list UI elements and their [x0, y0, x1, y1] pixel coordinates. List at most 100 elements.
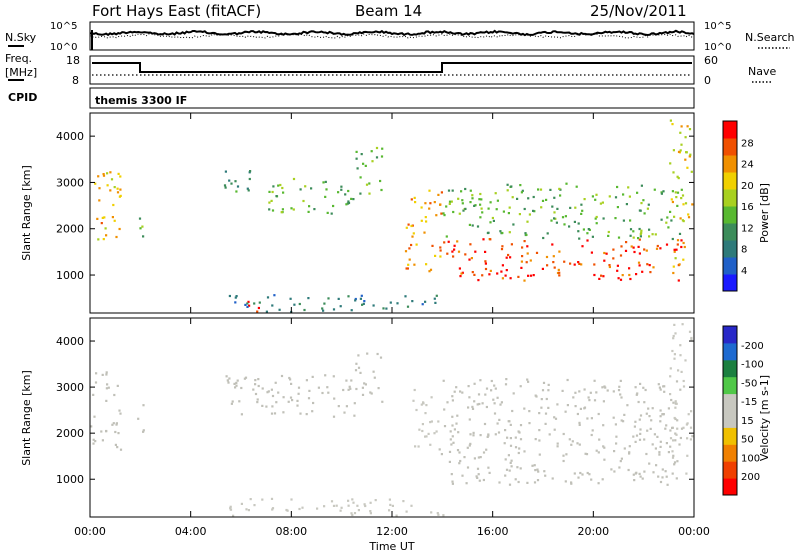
beam-label: Beam 14 — [355, 2, 422, 20]
power-colorbar-swatch — [723, 189, 737, 207]
power-cell — [253, 302, 256, 305]
power-cell — [621, 274, 624, 277]
velocity-cell — [105, 371, 108, 374]
power-cell — [520, 260, 523, 263]
velocity-cell — [456, 449, 460, 452]
power-cell — [575, 185, 578, 188]
velocity-colorbar-label: Velocity [m s-1] — [758, 375, 771, 461]
power-cell — [407, 263, 410, 266]
power-cell — [423, 231, 426, 234]
velocity-cell — [664, 427, 667, 430]
velocity-cell — [519, 467, 522, 470]
power-cell — [563, 223, 566, 226]
velocity-cell — [459, 459, 462, 463]
power-cell — [424, 202, 427, 205]
power-cell — [111, 216, 114, 219]
power-cell — [435, 294, 438, 297]
power-cell — [581, 209, 584, 212]
velocity-cell — [504, 383, 508, 386]
power-cell — [102, 173, 105, 176]
power-cell — [690, 170, 693, 173]
velocity-cell — [457, 431, 460, 434]
velocity-cell — [113, 393, 116, 397]
power-cell — [542, 236, 545, 240]
power-cell — [502, 210, 505, 213]
velocity-cell — [512, 392, 515, 395]
velocity-cell — [669, 393, 672, 396]
power-cell — [641, 270, 644, 273]
velocity-cell — [105, 387, 108, 390]
velocity-cell — [101, 439, 104, 442]
power-cell — [670, 219, 673, 222]
power-colorbar-tick: 12 — [741, 223, 754, 234]
power-cell — [506, 189, 509, 192]
power-cell — [119, 188, 122, 191]
velocity-cell — [427, 432, 430, 435]
power-cell — [568, 225, 571, 228]
power-cell — [360, 294, 363, 297]
power-cell — [670, 198, 673, 201]
power-cell — [541, 199, 545, 202]
velocity-cell — [507, 454, 510, 457]
velocity-colorbar-tick: 100 — [741, 453, 760, 464]
velocity-cell — [578, 443, 581, 446]
velocity-cell — [675, 380, 679, 383]
velocity-cell — [252, 388, 255, 391]
velocity-cell — [357, 354, 360, 357]
power-cell — [439, 255, 442, 258]
velocity-cell — [556, 442, 559, 445]
velocity-cell — [257, 378, 260, 381]
velocity-cell — [635, 434, 639, 437]
power-cell — [406, 267, 409, 270]
velocity-cell — [347, 504, 350, 507]
velocity-cell — [345, 379, 348, 382]
power-cell — [669, 119, 672, 122]
power-cell — [510, 243, 513, 246]
power-cell — [473, 204, 476, 207]
nsky-tick-bottom: 10^0 — [50, 42, 77, 53]
velocity-cell — [493, 402, 496, 405]
velocity-cell — [473, 382, 476, 385]
velocity-cell — [452, 441, 455, 444]
velocity-cell — [547, 383, 550, 386]
power-cell — [481, 211, 484, 214]
power-cell — [499, 230, 502, 233]
power-cell — [117, 172, 120, 175]
velocity-cell — [519, 385, 522, 388]
velocity-colorbar-tick: 200 — [741, 472, 760, 483]
velocity-cell — [236, 379, 239, 382]
velocity-cell — [669, 437, 673, 440]
nsearch-tick-top: 10^5 — [704, 21, 731, 32]
velocity-cell — [487, 433, 490, 436]
power-cell — [405, 267, 408, 270]
velocity-cell — [92, 442, 95, 445]
velocity-cell — [421, 429, 424, 433]
power-cell — [688, 155, 691, 158]
power-cell — [268, 201, 271, 204]
power-cell — [676, 239, 680, 242]
power-cell — [256, 310, 259, 313]
power-cell — [569, 262, 572, 265]
power-cell — [421, 303, 424, 306]
velocity-cell — [564, 480, 567, 483]
velocity-cell — [240, 386, 243, 390]
velocity-cell — [573, 472, 576, 475]
velocity-cell — [588, 473, 591, 476]
power-cell — [271, 190, 274, 194]
velocity-cell — [354, 369, 358, 372]
power-cell — [96, 217, 99, 220]
velocity-cell — [653, 433, 656, 436]
power-cell — [583, 198, 586, 201]
velocity-cell — [540, 406, 543, 409]
power-colorbar-swatch — [723, 121, 737, 139]
power-cell — [535, 251, 539, 254]
velocity-cell — [114, 430, 117, 434]
velocity-cell — [658, 386, 661, 389]
velocity-cell — [686, 437, 689, 440]
velocity-cell — [673, 353, 676, 356]
velocity-cell — [233, 382, 236, 385]
power-cell — [553, 217, 556, 220]
velocity-cell — [410, 504, 413, 507]
power-cell — [666, 216, 669, 219]
velocity-cell — [473, 400, 476, 403]
